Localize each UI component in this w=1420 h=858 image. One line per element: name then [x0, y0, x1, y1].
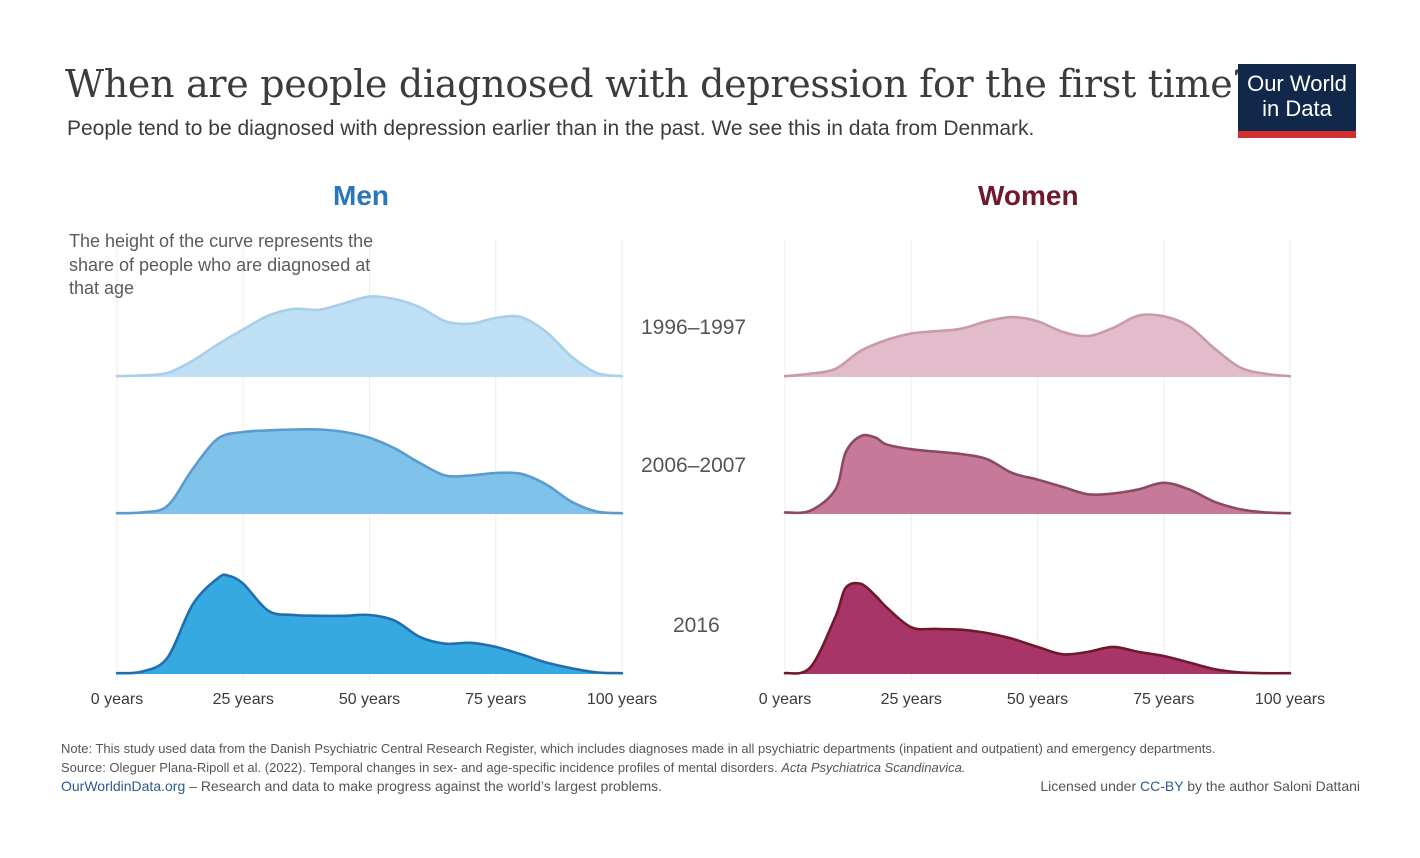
- men-area-2: [117, 574, 622, 674]
- license-link[interactable]: CC-BY: [1140, 778, 1184, 794]
- women-x-tick-label: 25 years: [881, 691, 942, 708]
- license-prefix: Licensed under: [1040, 778, 1137, 794]
- period-label-2016: 2016: [673, 614, 720, 637]
- men-x-tick-label: 100 years: [587, 691, 657, 708]
- chart-subtitle: People tend to be diagnosed with depress…: [67, 117, 1035, 140]
- men-curve-2: [115, 573, 624, 675]
- source-journal: Acta Psychiatrica Scandinavica.: [781, 760, 966, 775]
- men-area-0: [117, 296, 622, 377]
- women-area-2: [785, 583, 1290, 674]
- men-x-tick-label: 50 years: [339, 691, 400, 708]
- men-curve-0: [115, 295, 624, 378]
- women-curve-1: [783, 433, 1292, 515]
- men-x-tick-label: 75 years: [465, 691, 526, 708]
- footer-license: Licensed under CC-BY by the author Salon…: [1040, 778, 1360, 794]
- period-label-1996: 1996–1997: [641, 316, 747, 339]
- women-x-tick-label: 100 years: [1255, 691, 1325, 708]
- period-label-2006: 2006–2007: [641, 454, 747, 477]
- footer-tagline: OurWorldinData.org – Research and data t…: [61, 778, 662, 794]
- logo-accent-bar: [1238, 131, 1356, 138]
- women-panel-title: Women: [978, 180, 1079, 211]
- women-curve-2: [783, 581, 1292, 675]
- source-text: Source: Oleguer Plana-Ripoll et al. (202…: [61, 760, 778, 775]
- women-area-1: [785, 435, 1290, 514]
- footer-source: Source: Oleguer Plana-Ripoll et al. (202…: [61, 760, 965, 775]
- site-tagline: – Research and data to make progress aga…: [189, 778, 663, 794]
- women-curve-0: [783, 313, 1292, 378]
- women-x-tick-label: 0 years: [759, 691, 811, 708]
- women-x-tick-label: 75 years: [1133, 691, 1194, 708]
- site-link[interactable]: OurWorldinData.org: [61, 778, 186, 794]
- men-area-1: [117, 429, 622, 514]
- footer-note: Note: This study used data from the Dani…: [61, 741, 1216, 756]
- men-curve-1: [115, 427, 624, 515]
- chart-annotation: The height of the curve represents the s…: [69, 231, 374, 298]
- men-x-tick-label: 25 years: [213, 691, 274, 708]
- logo-line-1: Our World: [1247, 71, 1347, 96]
- men-x-tick-label: 0 years: [91, 691, 143, 708]
- owid-logo[interactable]: Our World in Data: [1238, 64, 1356, 138]
- women-x-tick-label: 50 years: [1007, 691, 1068, 708]
- chart-title: When are people diagnosed with depressio…: [65, 62, 1253, 106]
- logo-line-2: in Data: [1262, 96, 1332, 121]
- women-area-0: [785, 314, 1290, 377]
- men-panel-title: Men: [333, 180, 389, 211]
- license-suffix: by the author Saloni Dattani: [1187, 778, 1360, 794]
